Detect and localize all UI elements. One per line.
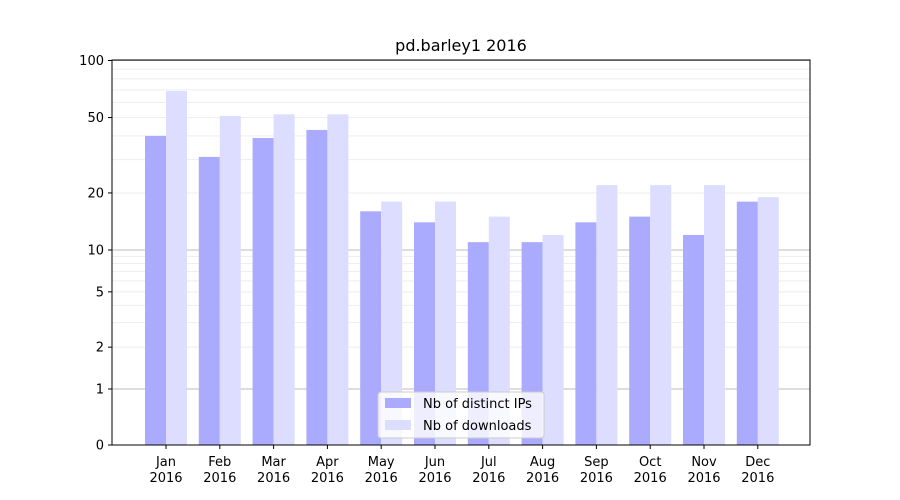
y-tick-label: 10 <box>87 244 104 259</box>
bar-series-1 <box>488 216 510 445</box>
legend-swatch-series-1 <box>385 420 411 430</box>
bar-series-0 <box>252 137 274 445</box>
y-axis-ticks: 0 1 2 5 10 20 50 100 <box>79 54 112 454</box>
bar-series-1 <box>596 185 618 445</box>
y-tick-label: 2 <box>96 341 104 356</box>
bar-series-0 <box>145 135 166 445</box>
bar-series-0 <box>306 129 328 445</box>
x-tick-label: Nov 2016 <box>687 455 720 486</box>
legend-label-series-1: Nb of downloads <box>423 419 532 434</box>
x-tick-label: Jul 2016 <box>472 455 505 486</box>
y-tick-label: 1 <box>96 383 104 398</box>
bar-series-0 <box>575 222 597 445</box>
bar-series-1 <box>757 197 779 445</box>
x-tick-label: Sep 2016 <box>580 455 613 486</box>
x-tick-label: Jan 2016 <box>149 455 182 486</box>
y-tick-label: 0 <box>96 439 104 454</box>
x-tick-label: Dec 2016 <box>741 455 774 486</box>
bar-series-1 <box>704 185 725 445</box>
y-tick-label: 50 <box>87 111 104 126</box>
bar-series-1 <box>650 185 672 445</box>
x-tick-label: Apr 2016 <box>311 455 344 486</box>
y-tick-label: 5 <box>96 285 104 300</box>
legend-swatch-series-0 <box>385 398 411 408</box>
bar-series-1 <box>166 91 187 446</box>
x-tick-label: Aug 2016 <box>526 455 559 486</box>
x-axis-ticks: Jan 2016 Feb 2016 Mar 2016 Apr 2016 May 2016 Jun 20… <box>149 445 774 486</box>
bar-series-1 <box>273 114 295 445</box>
bar-series-0 <box>736 201 758 445</box>
x-tick-label: Jun 2016 <box>418 455 451 486</box>
bar-series-0 <box>683 234 704 445</box>
bar-series-1 <box>542 234 564 445</box>
y-tick-label: 100 <box>79 54 104 69</box>
bars <box>145 91 779 446</box>
x-tick-label: May 2016 <box>365 455 398 486</box>
plot-frame <box>111 59 811 446</box>
x-tick-label: Feb 2016 <box>203 455 236 486</box>
y-tick-label: 20 <box>87 186 104 201</box>
chart-title: pd.barley1 2016 <box>395 36 527 55</box>
bar-series-0 <box>198 156 220 445</box>
bar-series-1 <box>219 115 241 445</box>
x-tick-label: Oct 2016 <box>634 455 667 486</box>
bar-series-0 <box>414 222 435 445</box>
axes <box>111 59 811 446</box>
bar-series-1 <box>327 114 349 445</box>
x-tick-label: Mar 2016 <box>257 455 290 486</box>
bar-series-0 <box>629 216 651 445</box>
bar-series-0 <box>360 211 382 445</box>
legend-frame <box>377 391 545 439</box>
bar-series-1 <box>381 201 403 445</box>
bar-series-1 <box>435 201 456 445</box>
legend-label-series-0: Nb of distinct IPs <box>423 397 532 412</box>
legend: Nb of distinct IPs Nb of downloads <box>377 391 545 439</box>
